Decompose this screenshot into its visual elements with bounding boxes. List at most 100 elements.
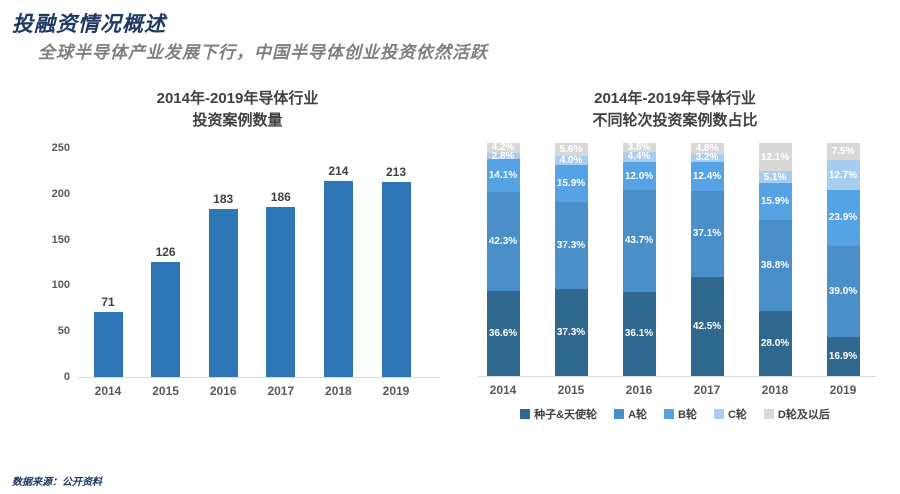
stacked-bar-segment (622, 162, 656, 191)
bar-value-label: 183 (213, 192, 234, 206)
segment-percent-label: 37.3% (556, 240, 586, 252)
stacked-bar-segment (486, 290, 520, 376)
chart-legend: 种子&天使轮 A轮 B轮 C轮 D轮及以后 (460, 406, 890, 422)
x-axis-category-label: 2016 (625, 383, 653, 397)
left-chart-title: 2014年-2019年导体行业 投资案例数量 (30, 88, 445, 132)
stacked-bar-segment (554, 142, 588, 156)
legend-item: A轮 (614, 406, 647, 422)
segment-percent-label: 43.7% (624, 235, 654, 247)
data-source-note: 数据来源：公开资料 (12, 477, 102, 488)
bar-value-label: 126 (155, 245, 176, 259)
stacked-bar-segment (826, 336, 860, 376)
segment-percent-label: 36.1% (624, 328, 654, 340)
legend-swatch-icon (763, 409, 774, 419)
stacked-bar-segment (690, 190, 724, 277)
stacked-bar-segment (622, 291, 656, 376)
x-axis-category-label: 2018 (325, 384, 352, 398)
legend-swatch-icon (614, 409, 625, 419)
stacked-bar-segment (690, 143, 724, 155)
segment-percent-label: 3.8% (627, 141, 651, 153)
bar (151, 262, 181, 377)
segment-percent-label: 42.3% (488, 235, 518, 247)
stacked-bar-segment (554, 289, 588, 376)
segment-percent-label: 5.1% (763, 171, 787, 183)
page-subtitle: 全球半导体产业发展下行，中国半导体创业投资依然活跃 (38, 43, 488, 63)
x-axis-category-label: 2017 (267, 384, 295, 398)
stacked-bar-segment (758, 310, 792, 376)
segment-percent-label: 38.8% (760, 260, 790, 272)
stacked-bar-segment (554, 202, 588, 290)
stacked-bar-segment (826, 190, 860, 246)
legend-label: D轮及以后 (777, 409, 830, 421)
stacked-bar-segment (758, 143, 792, 172)
stacked-bar-segment (486, 143, 520, 153)
segment-percent-label: 5.6% (559, 143, 583, 155)
stacked-bar-segment (486, 159, 520, 193)
segment-percent-label: 36.6% (488, 327, 518, 339)
legend-swatch-icon (664, 409, 675, 419)
bar-value-label: 214 (328, 164, 349, 178)
legend-label: B轮 (678, 409, 697, 421)
stacked-bar-segment (554, 165, 588, 203)
stacked-bar-segment (690, 154, 724, 162)
legend-item: D轮及以后 (763, 406, 830, 422)
stacked-bar-segment (554, 155, 588, 166)
segment-percent-label: 42.5% (692, 320, 722, 332)
x-axis-category-label: 2018 (761, 383, 789, 397)
segment-percent-label: 16.9% (828, 350, 858, 362)
right-chart-title: 2014年-2019年导体行业 不同轮次投资案例数占比 (460, 88, 890, 132)
bar (93, 312, 123, 377)
segment-percent-label: 12.4% (692, 170, 722, 182)
stacked-bar-segment (826, 160, 860, 191)
stacked-bar-segment (622, 190, 656, 292)
legend-item: B轮 (664, 406, 697, 422)
segment-percent-label: 15.9% (760, 196, 790, 208)
stacked-bar-segment (690, 161, 724, 191)
right-chart-title-line1: 2014年-2019年导体行业 (594, 90, 756, 107)
segment-percent-label: 28.0% (760, 337, 790, 349)
segment-percent-label: 4.0% (559, 154, 583, 166)
y-axis-tick-label: 100 (51, 279, 70, 292)
legend-label: A轮 (628, 409, 648, 421)
stacked-bar-segment (622, 143, 656, 152)
bar (266, 207, 296, 377)
chart-panel-investment-count: 2014年-2019年导体行业 投资案例数量 0 50 100 150 200 250 71… (30, 88, 445, 418)
bar (323, 181, 353, 377)
x-axis-category-label: 2017 (693, 383, 721, 397)
x-axis-category-label: 2014 (94, 384, 122, 398)
stacked-bar-segment (622, 151, 656, 163)
stacked-bar-segment (486, 192, 520, 291)
x-axis-category-label: 2019 (829, 383, 857, 397)
segment-percent-label: 3.2% (695, 152, 719, 164)
legend-item: 种子&天使轮 (520, 406, 597, 422)
segment-percent-label: 15.9% (556, 178, 586, 190)
segment-percent-label: 12.0% (624, 170, 654, 182)
legend-swatch-icon (713, 409, 724, 419)
segment-percent-label: 4.4% (627, 151, 651, 163)
stacked-bar-segment (758, 220, 792, 311)
segment-percent-label: 14.1% (488, 170, 518, 182)
segment-percent-label: 37.3% (556, 327, 586, 339)
bar-value-label: 186 (270, 190, 291, 204)
stacked-bar-segment (758, 183, 792, 221)
left-chart-title-line1: 2014年-2019年导体行业 (156, 90, 319, 107)
x-axis-category-label: 2019 (382, 384, 410, 398)
left-chart-title-line2: 投资案例数量 (192, 111, 283, 129)
stacked-bar-segment (690, 276, 724, 376)
page-title: 投融资情况概述 (12, 11, 166, 36)
y-axis-tick-label: 0 (63, 371, 70, 383)
segment-percent-label: 4.2% (491, 142, 515, 154)
y-axis-tick-label: 250 (51, 142, 70, 154)
x-axis-category-label: 2014 (489, 383, 517, 397)
stacked-bar-segment (486, 152, 520, 160)
stacked-bar-segment (826, 245, 860, 337)
left-chart-plot-area: 0 50 100 150 200 250 71 2014 126 2015 183 2016 186 20… (30, 88, 445, 418)
bar-value-label: 71 (101, 295, 115, 309)
segment-percent-label: 12.7% (828, 169, 858, 181)
segment-percent-label: 23.9% (828, 212, 858, 224)
bar-value-label: 213 (385, 165, 407, 179)
segment-percent-label: 12.1% (760, 151, 790, 163)
segment-percent-label: 39.0% (828, 285, 858, 297)
x-axis-line (78, 377, 440, 378)
